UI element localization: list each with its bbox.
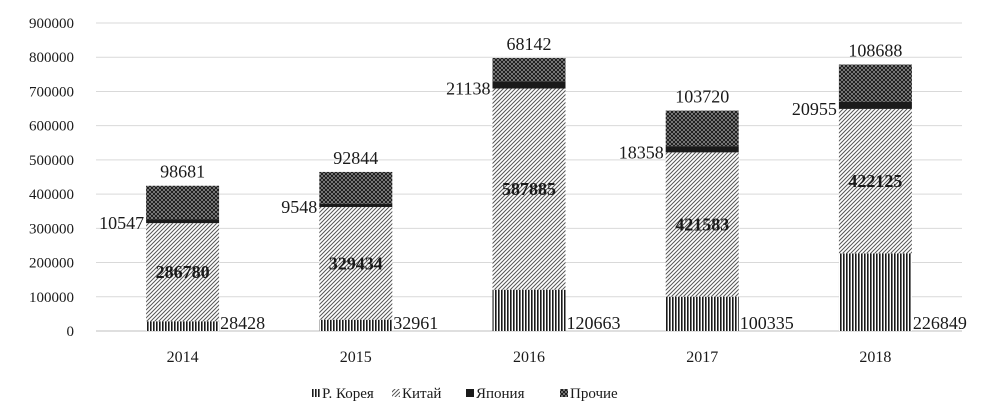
legend-label: Р. Корея	[322, 386, 374, 402]
x-axis-ticks: 2014 2015 2016 2017 2018	[167, 349, 892, 366]
data-label: 421583	[675, 215, 729, 235]
x-tick-label: 2018	[859, 349, 891, 366]
data-labels: 28428 286780 10547 98681 32961 329434 9548 9284…	[99, 34, 967, 333]
y-axis-ticks: 0 100000 200000 300000 400000 500000 600000 700…	[29, 16, 74, 340]
data-label: 120663	[567, 313, 621, 333]
data-label: 422125	[848, 171, 902, 191]
bar-segment	[319, 203, 393, 207]
bar-segment	[319, 206, 393, 320]
data-label: 587885	[502, 179, 556, 199]
legend-swatch	[392, 389, 400, 397]
data-label: 108688	[848, 41, 902, 61]
legend-label: Китай	[402, 386, 441, 402]
x-tick-label: 2015	[340, 349, 372, 366]
y-tick-label: 600000	[29, 119, 74, 135]
data-label: 329434	[329, 253, 383, 273]
data-label: 32961	[393, 313, 438, 333]
legend-label: Япония	[476, 386, 525, 402]
y-tick-label: 800000	[29, 50, 74, 66]
y-tick-label: 0	[67, 324, 75, 340]
bar-segment	[838, 108, 912, 254]
data-label: 98681	[160, 162, 205, 182]
bar-segment	[319, 319, 393, 331]
bar-segment	[492, 81, 566, 89]
data-label: 92844	[333, 148, 378, 168]
bar-segment	[838, 64, 912, 102]
data-label: 100335	[740, 313, 794, 333]
data-label: 21138	[446, 79, 490, 99]
data-label: 103720	[675, 87, 729, 107]
bar-segment	[146, 219, 220, 224]
y-tick-label: 300000	[29, 221, 74, 237]
bar-segment	[665, 110, 739, 147]
bar-segment	[492, 88, 566, 290]
legend: Р. Корея Китай Япония Прочие	[312, 386, 618, 402]
legend-swatch	[560, 389, 568, 397]
data-label: 10547	[99, 213, 144, 233]
data-label: 68142	[507, 34, 552, 54]
x-tick-label: 2017	[686, 349, 718, 366]
y-tick-label: 500000	[29, 153, 74, 169]
bar-segment	[665, 296, 739, 331]
data-label: 226849	[913, 313, 967, 333]
bar-segment	[319, 171, 393, 204]
data-label: 18358	[619, 142, 664, 162]
bar-segment	[665, 152, 739, 297]
y-tick-label: 700000	[29, 84, 74, 100]
bar-segment	[492, 57, 566, 82]
bar-segment	[838, 253, 912, 331]
data-label: 28428	[220, 313, 265, 333]
bar-segment	[146, 321, 220, 331]
bar-segment	[838, 101, 912, 109]
legend-swatch	[312, 389, 320, 397]
data-label: 286780	[156, 262, 210, 282]
y-tick-label: 100000	[29, 290, 74, 306]
legend-swatch	[466, 389, 474, 397]
x-tick-label: 2016	[513, 349, 545, 366]
data-label: 9548	[281, 197, 317, 217]
bar-segment	[492, 289, 566, 331]
y-tick-label: 200000	[29, 256, 74, 272]
x-tick-label: 2014	[167, 349, 199, 366]
bar-segment	[146, 185, 220, 220]
bar-segment	[665, 146, 739, 153]
bar-segment	[146, 223, 220, 322]
y-tick-label: 900000	[29, 16, 74, 32]
data-label: 20955	[792, 99, 837, 119]
bars	[146, 57, 912, 331]
legend-label: Прочие	[570, 386, 618, 402]
y-tick-label: 400000	[29, 187, 74, 203]
